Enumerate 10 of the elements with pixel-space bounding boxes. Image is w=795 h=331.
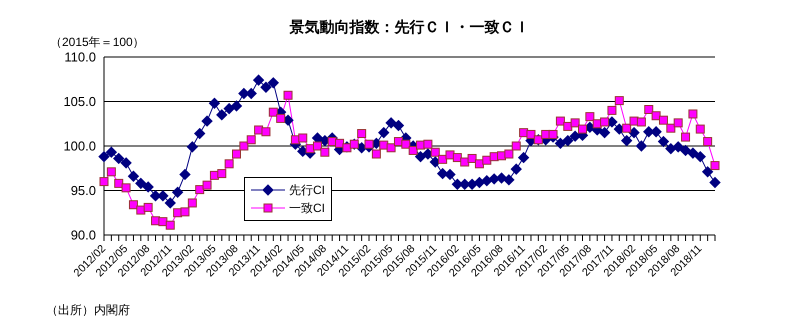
text: （出所）内閣府 (46, 302, 130, 319)
y-tick-label: 95.0 (70, 183, 96, 198)
y-tick-label: 110.0 (64, 50, 96, 65)
chart-title: 景気動向指数：先行ＣＩ・一致ＣＩ (290, 19, 530, 36)
y-tick-label: 105.0 (63, 94, 96, 110)
legend-label: 一致CI (289, 200, 325, 216)
y-tick-label: 100.0 (63, 138, 96, 154)
legend-label: 先行CI (289, 182, 325, 198)
text: （2015年＝100） (50, 34, 145, 51)
y-tick-label: 90.0 (70, 228, 96, 243)
